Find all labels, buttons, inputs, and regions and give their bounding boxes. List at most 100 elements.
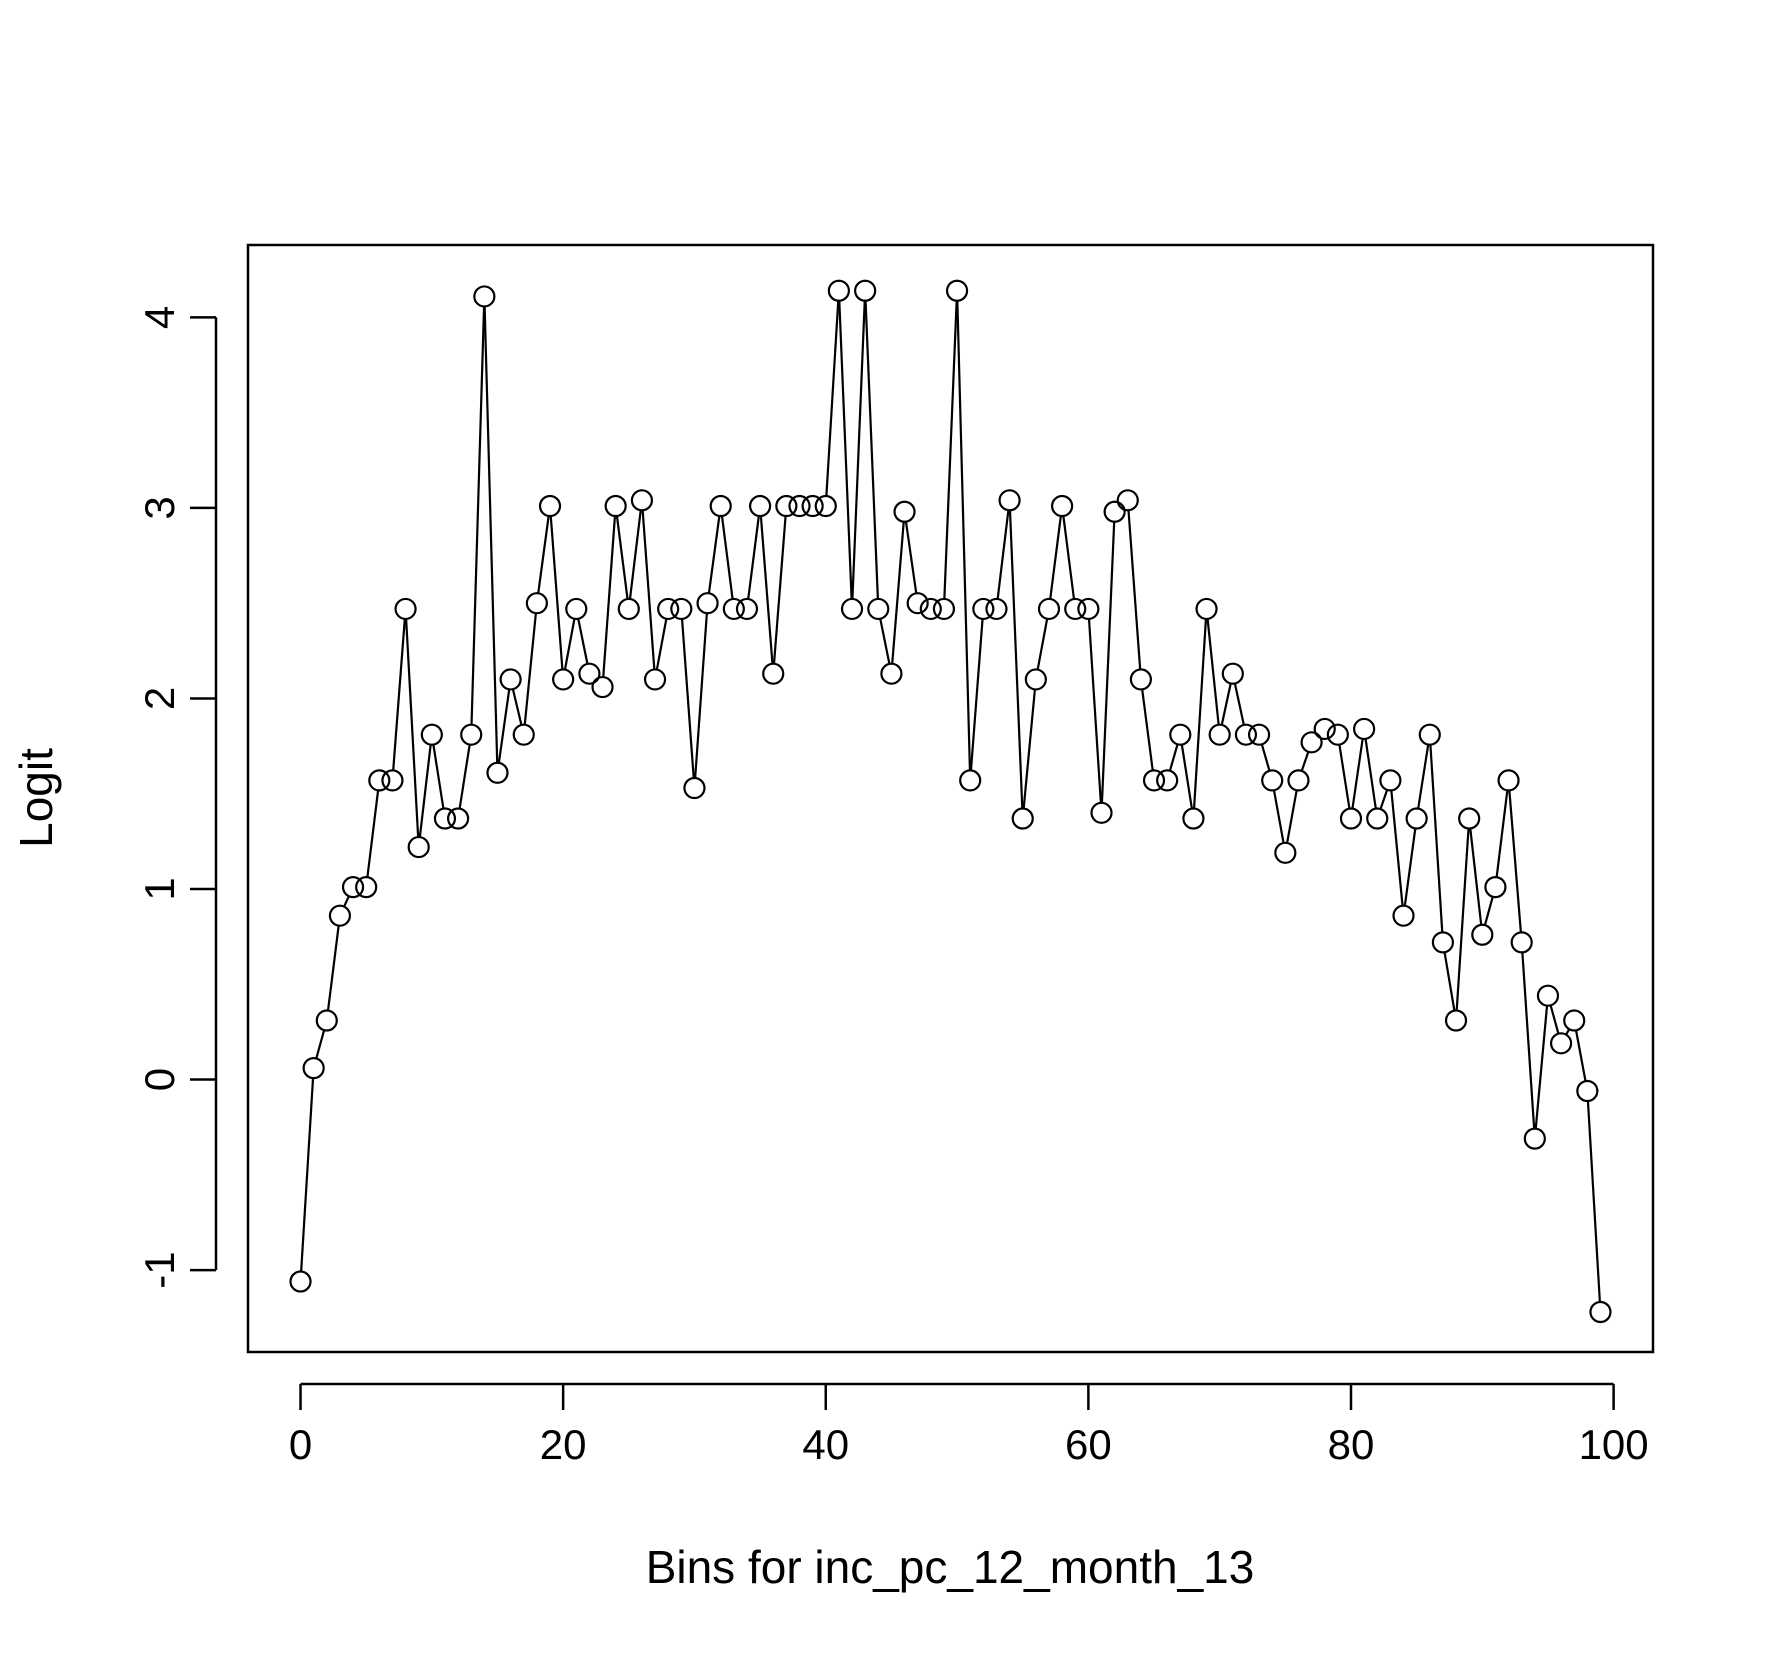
data-point (1103, 500, 1126, 523)
series-segment (458, 744, 471, 809)
data-point (1182, 807, 1205, 830)
data-point (643, 668, 667, 691)
x-tick-label: 80 (1328, 1421, 1375, 1468)
data-point (840, 597, 864, 621)
data-point (945, 279, 969, 302)
series-segment (879, 618, 891, 665)
series-segment (315, 1029, 326, 1059)
series-segment (969, 618, 984, 771)
series-segment (523, 613, 537, 725)
series-segment (577, 618, 589, 665)
series-segment (537, 515, 550, 594)
series-segment (956, 300, 972, 771)
series-segment (1455, 828, 1470, 1011)
y-tick-label: 3 (136, 496, 183, 519)
series-segment (615, 515, 629, 600)
series-segment (1087, 618, 1102, 803)
data-point (1431, 931, 1455, 954)
data-point (919, 597, 942, 621)
series-segment (1206, 618, 1220, 725)
data-point (1129, 668, 1152, 691)
data-point (473, 285, 496, 308)
data-point (420, 723, 443, 746)
data-point (1156, 769, 1179, 792)
x-axis-label: Bins for inc_pc_12_month_13 (646, 1541, 1255, 1593)
series-segment (1036, 618, 1049, 670)
data-point (1549, 1032, 1573, 1055)
series-segment (1008, 510, 1024, 809)
data-point (1090, 801, 1113, 824)
series-segment (825, 300, 840, 497)
data-point (1392, 904, 1415, 927)
data-point (1300, 731, 1323, 754)
data-point (433, 807, 457, 830)
series-segment (1403, 828, 1417, 906)
series-segment (1508, 790, 1522, 933)
data-point (722, 597, 745, 621)
series-segment (996, 510, 1010, 600)
series-segment (759, 515, 774, 664)
data-point (1169, 723, 1192, 746)
series-segment (1390, 790, 1404, 906)
data-point (1326, 723, 1349, 746)
series-segment (483, 306, 499, 763)
data-point (328, 904, 352, 927)
data-point (788, 494, 811, 518)
data-point (1195, 597, 1218, 621)
data-point (657, 597, 680, 621)
data-point (696, 592, 719, 615)
data-point (893, 500, 916, 523)
data-point (315, 1009, 338, 1032)
series-segment (655, 618, 668, 670)
data-point (1024, 668, 1047, 691)
series-segment (1338, 744, 1351, 809)
data-point (460, 723, 483, 746)
data-point (1247, 723, 1271, 746)
series-segment (1379, 789, 1389, 810)
series-segment (1100, 521, 1116, 803)
data-point (565, 597, 588, 621)
series-segment (418, 744, 432, 838)
data-point (368, 769, 391, 792)
y-tick-label: 0 (136, 1068, 183, 1091)
series-segment (1127, 510, 1142, 670)
data-point (302, 1057, 325, 1080)
series-segment (1192, 618, 1208, 809)
data-point (1471, 923, 1494, 946)
data-point (1510, 931, 1533, 954)
data-point (1576, 1079, 1599, 1103)
series-segment (1495, 790, 1509, 878)
series-segment (943, 300, 958, 599)
series-segment (432, 744, 445, 809)
data-point (801, 494, 824, 518)
x-tick-label: 60 (1065, 1421, 1112, 1468)
data-point (906, 592, 929, 615)
data-point (1497, 769, 1520, 792)
data-point (1037, 597, 1061, 621)
series-segment (1417, 744, 1430, 809)
data-point (1011, 807, 1034, 830)
data-point (1458, 807, 1481, 830)
y-tick-label: 2 (136, 687, 183, 710)
series-segment (851, 300, 866, 599)
x-tick-label: 20 (540, 1421, 587, 1468)
series-segment (747, 515, 760, 600)
data-point (1563, 1009, 1586, 1032)
series-segment (1300, 751, 1310, 772)
series-segment (1260, 743, 1271, 772)
data-point (355, 875, 378, 899)
data-point (512, 723, 535, 746)
series-segment (891, 521, 905, 664)
data-point (735, 597, 759, 621)
series-segment (707, 515, 721, 594)
series-segment (628, 510, 642, 600)
series-segment (1233, 683, 1245, 726)
data-point (670, 597, 693, 621)
data-point (1234, 723, 1258, 746)
data-point (1353, 717, 1376, 741)
series-segment (1272, 790, 1285, 844)
series-segment (497, 689, 511, 764)
data-point (1116, 489, 1139, 512)
series-segment (1429, 744, 1444, 933)
